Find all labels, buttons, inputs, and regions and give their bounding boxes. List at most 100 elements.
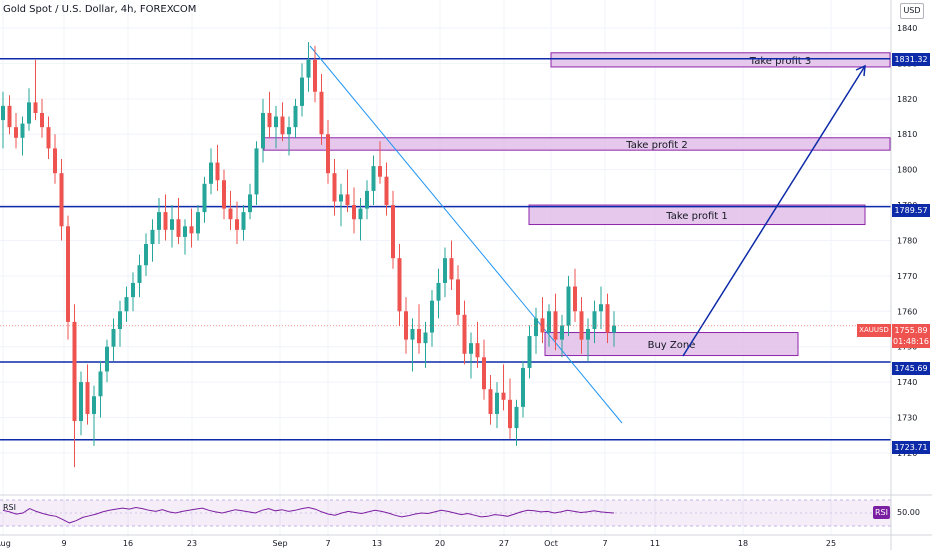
candle-body [222,180,226,209]
price-tick-label: 1780 [897,236,917,245]
price-tick-label: 1760 [897,307,917,316]
candle-body [469,343,473,354]
bar-countdown: 01:48:16 [892,336,930,348]
candle-body [443,258,447,283]
time-tick-label: 13 [372,539,382,548]
candle-body [274,116,278,128]
candle-body [534,318,538,337]
candle-body [228,208,233,220]
candle-body [553,311,558,340]
candle-body [436,282,441,301]
level-tag-1831: 1831.32 [892,53,930,66]
candle-body [501,392,506,400]
candle-body [391,205,395,259]
candle-body [235,219,239,230]
rsi-pane: 50.00 [0,494,932,527]
candle-body [300,77,304,106]
candle-body [404,311,408,340]
candle-body [287,127,291,135]
candle-body [540,318,545,333]
candle-body [417,328,421,344]
candle-body [241,212,246,230]
level-tag-1789: 1789.57 [892,204,930,217]
candle-body [209,162,213,184]
candle-body [98,371,103,397]
candle-body [547,311,551,333]
current-price-tag: 1755.89 [892,324,930,337]
candle-body [59,173,64,227]
candle-body [612,325,616,333]
candle-body [306,59,311,78]
zone-label: Take profit 1 [665,211,727,222]
time-tick-label: Sep [272,539,287,548]
time-tick-label: 16 [123,539,133,548]
zone-box [263,137,891,151]
candle-body [92,396,96,414]
candle-body [560,325,564,340]
candle-body [111,328,116,347]
symbol-tag: XAUUSD [857,324,891,337]
candle-body [53,148,57,174]
candle-body [508,399,512,429]
candle-body [163,212,168,230]
candle-body [33,102,38,113]
time-tick-label: 7 [602,539,607,548]
projection-arrow [682,64,866,357]
candle-body [332,173,337,202]
candle-body [7,105,12,128]
symbol-title[interactable]: Gold Spot / U.S. Dollar, 4h, FOREXCOM [3,4,197,15]
price-tick-label: 1740 [897,378,917,387]
candle-body [72,321,77,422]
zone-label: Take profit 3 [749,56,811,67]
candle-body [137,265,142,283]
rsi-value-label: 50.00 [897,508,920,517]
candle-body [319,91,324,135]
candle-body [202,183,207,213]
rsi-line [2,506,615,524]
candle-body [144,244,148,266]
candle-body [46,127,51,149]
price-axis[interactable]: 1720173017401750176017701780179018001810… [890,0,917,550]
candle-body [150,229,155,244]
candle-body [345,194,350,206]
currency-badge[interactable]: USD [900,3,924,19]
candle-body [339,194,343,202]
candle-body [592,311,597,329]
time-tick-label: 23 [187,539,197,548]
zone-box [544,332,799,357]
candle-body [599,304,603,312]
candle-body [40,112,44,128]
candle-body [397,258,402,312]
candle-body [371,166,376,191]
price-tick-label: 1800 [897,166,917,175]
candle-body [352,205,356,220]
time-tick-label: 25 [826,539,836,548]
candle-body [410,328,415,340]
time-tick-label: 20 [435,539,445,548]
candle-body [183,226,187,237]
candle-body [605,304,610,333]
candle-body [573,286,577,312]
grid-lines [0,0,891,535]
candle-body [326,134,330,174]
level-tag-1723: 1723.71 [892,441,930,454]
time-axis[interactable]: Aug 9 16 23 Sep 7 13 20 27 Oct 7 11 18 25 [0,534,932,548]
candle-body [495,392,499,414]
candle-body [27,102,31,124]
horizontal-levels [0,57,891,441]
candle-body [475,343,480,358]
candle-body [514,406,519,429]
zone-label: Buy Zone [648,340,696,351]
candle-body [280,116,285,135]
level-tag-1745: 1745.69 [892,362,930,375]
candle-body [449,258,454,280]
descending-trendline [309,45,623,424]
price-tick-label: 1840 [897,24,917,33]
candle-body [79,382,83,422]
price-tick-label: 1820 [897,95,917,104]
target-zones: Take profit 3 Take profit 2 Take profit 1 B… [263,52,891,357]
candle-body [20,123,25,138]
candle-body [462,314,467,354]
rsi-label[interactable]: RSI [3,503,16,512]
